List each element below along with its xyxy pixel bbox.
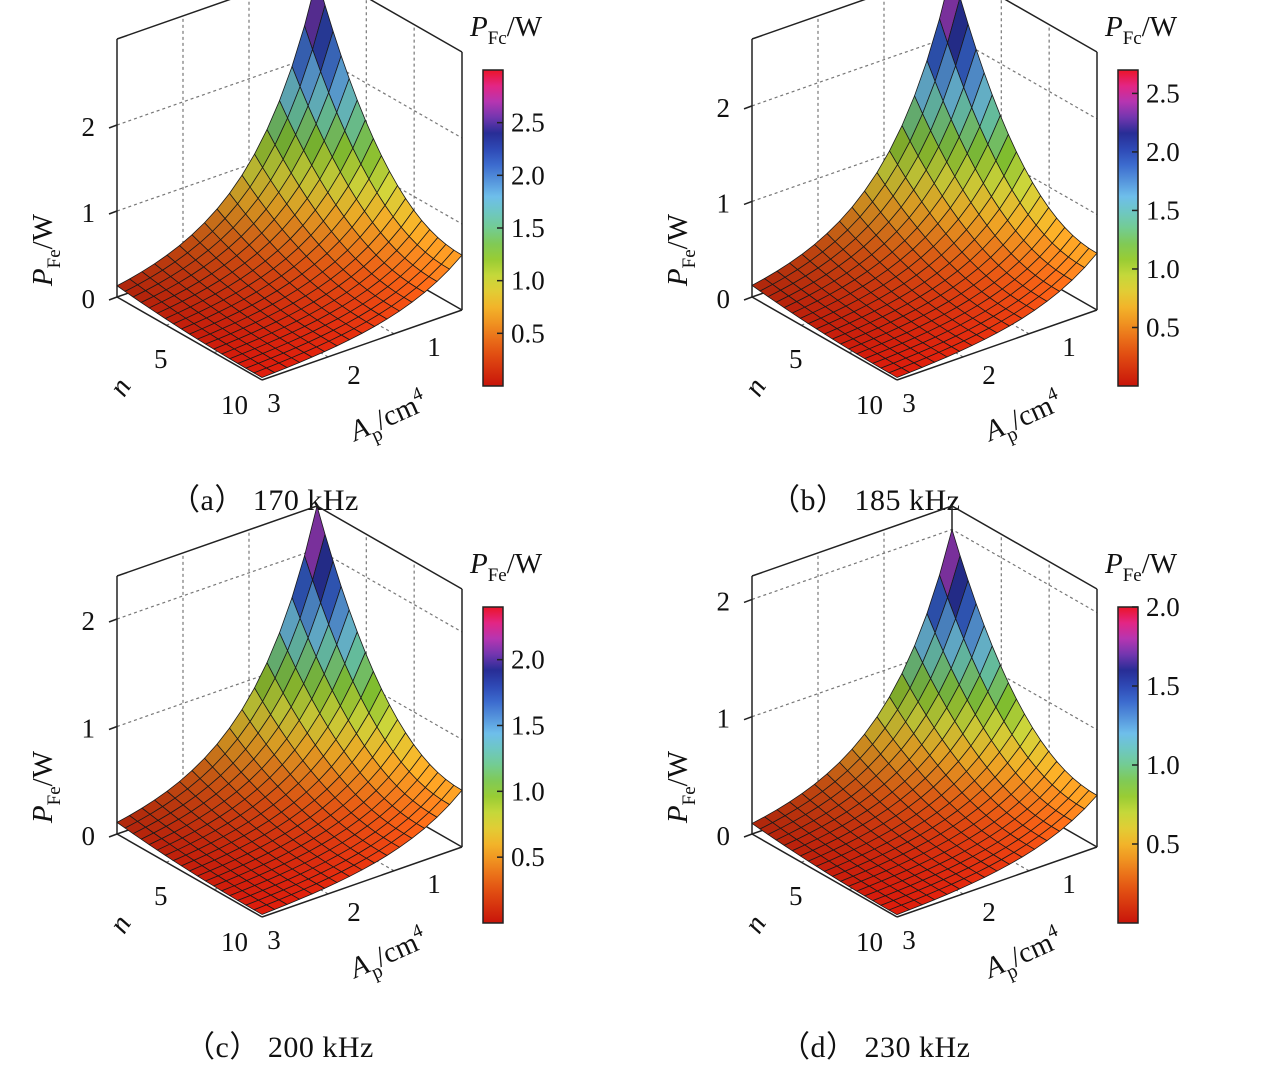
p0-ylabel: n [103,373,138,402]
p0-cbtick-1: 1.0 [511,266,545,296]
chart-panel-d: 0 1 2 5 10 1 2 3 PFe/W n Ap/cm4 0.5 1.0 1.5 2.0 PFe/W （… [635,505,1261,1075]
p1-ztick-0: 0 [717,284,731,314]
p0-surface [116,0,463,378]
p2-surface [116,505,463,915]
chart-panel-a: 0 1 2 5 10 1 2 3 PFe/W n Ap/cm4 0.5 1.0 1.5 2.0 2.5 PFc/… [0,0,630,538]
p3-colorbar-title: PFe/W [1104,548,1178,586]
p3-surface [751,529,1098,916]
p3-ztick-0: 0 [717,821,731,851]
p0-ytick-1: 10 [221,390,248,420]
p1-ztick-2: 2 [717,93,731,123]
p0-cbtick-4: 2.5 [511,108,545,138]
p3-cbtick-2: 1.5 [1146,671,1180,701]
p2-colorbar [482,606,504,924]
p1-colorbar-title: PFc/W [1104,11,1178,49]
p2-colorbar-title: PFe/W [469,548,543,586]
p0-cbtick-2: 1.5 [511,213,545,243]
p2-cbtick-1: 1.0 [511,776,545,806]
p1-ylabel: n [738,373,773,402]
p1-surface [751,0,1098,378]
p0-ztick-0: 0 [82,284,96,314]
p1-cbtick-2: 1.5 [1146,195,1180,225]
p3-xtick-1: 2 [982,897,996,927]
p1-zlabel: PFe/W [662,213,700,287]
p1-xtick-1: 2 [982,360,996,390]
p2-xtick-0: 1 [427,869,441,899]
p2-cbtick-0: 0.5 [511,842,545,872]
p3-ztick-2: 2 [717,586,731,616]
p1-xtick-2: 3 [902,388,916,418]
chart-panel-b: 0 1 2 5 10 1 2 3 PFe/W n Ap/cm4 0.5 1.0 1.5 2.0 2.5 PFc/… [635,0,1261,538]
p3-ytick-1: 10 [856,927,883,957]
p2-ztick-1: 1 [82,714,96,744]
p0-xtick-2: 3 [267,388,281,418]
surface-plot-c: 0 1 2 5 10 1 2 3 PFe/W n Ap/cm4 0.5 1.0 1.5 2.0 PFe/W [27,505,545,992]
caption-a: （a） 170 kHz [170,484,359,517]
p3-cbtick-0: 0.5 [1146,829,1180,859]
p1-ztick-1: 1 [717,188,731,218]
p2-ztick-2: 2 [82,606,96,636]
p0-ytick-0: 5 [154,344,168,374]
p3-ztick-1: 1 [717,704,731,734]
p2-zlabel: PFe/W [27,750,65,824]
p3-cbtick-1: 1.0 [1146,750,1180,780]
p2-cbtick-2: 1.5 [511,711,545,741]
p3-xlabel: Ap/cm4 [977,920,1070,992]
chart-panel-c: 0 1 2 5 10 1 2 3 PFe/W n Ap/cm4 0.5 1.0 1.5 2.0 PFe/W （… [0,505,630,1075]
p1-xlabel: Ap/cm4 [977,383,1070,455]
p3-zlabel: PFe/W [662,750,700,824]
p1-cbtick-4: 2.5 [1146,78,1180,108]
p1-ytick-1: 10 [856,390,883,420]
p2-xlabel: Ap/cm4 [342,920,435,992]
p0-xtick-1: 2 [347,360,361,390]
p0-ztick-2: 2 [82,112,96,142]
p1-xtick-0: 1 [1062,332,1076,362]
p0-colorbar-title: PFc/W [469,11,543,49]
surface-plot-b: 0 1 2 5 10 1 2 3 PFe/W n Ap/cm4 0.5 1.0 1.5 2.0 2.5 PFc/… [662,0,1180,455]
p3-ylabel: n [738,910,773,939]
p3-cbtick-3: 2.0 [1146,592,1180,622]
p2-xtick-2: 3 [267,925,281,955]
p0-ztick-1: 1 [82,198,96,228]
p2-ytick-0: 5 [154,881,168,911]
p2-ytick-1: 10 [221,927,248,957]
p2-cbtick-3: 2.0 [511,645,545,675]
p3-xtick-0: 1 [1062,869,1076,899]
caption-b: （b） 185 kHz [770,484,961,517]
p0-cbtick-0: 0.5 [511,318,545,348]
p0-xlabel: Ap/cm4 [342,383,435,455]
caption-d: （d） 230 kHz [780,1031,971,1064]
p1-colorbar [1117,69,1139,387]
p2-ylabel: n [103,910,138,939]
p1-cbtick-1: 1.0 [1146,254,1180,284]
p1-cbtick-3: 2.0 [1146,137,1180,167]
p0-xtick-0: 1 [427,332,441,362]
p1-ytick-0: 5 [789,344,803,374]
p0-cbtick-3: 2.0 [511,160,545,190]
p3-ytick-0: 5 [789,881,803,911]
caption-c: （c） 200 kHz [185,1031,374,1064]
p2-ztick-0: 0 [82,821,96,851]
p1-cbtick-0: 0.5 [1146,312,1180,342]
p0-zlabel: PFe/W [27,213,65,287]
p2-xtick-1: 2 [347,897,361,927]
surface-plot-a: 0 1 2 5 10 1 2 3 PFe/W n Ap/cm4 0.5 1.0 1.5 2.0 2.5 PFc/… [27,0,545,455]
p3-xtick-2: 3 [902,925,916,955]
surface-plot-d: 0 1 2 5 10 1 2 3 PFe/W n Ap/cm4 0.5 1.0 1.5 2.0 PFe/W [662,505,1180,992]
